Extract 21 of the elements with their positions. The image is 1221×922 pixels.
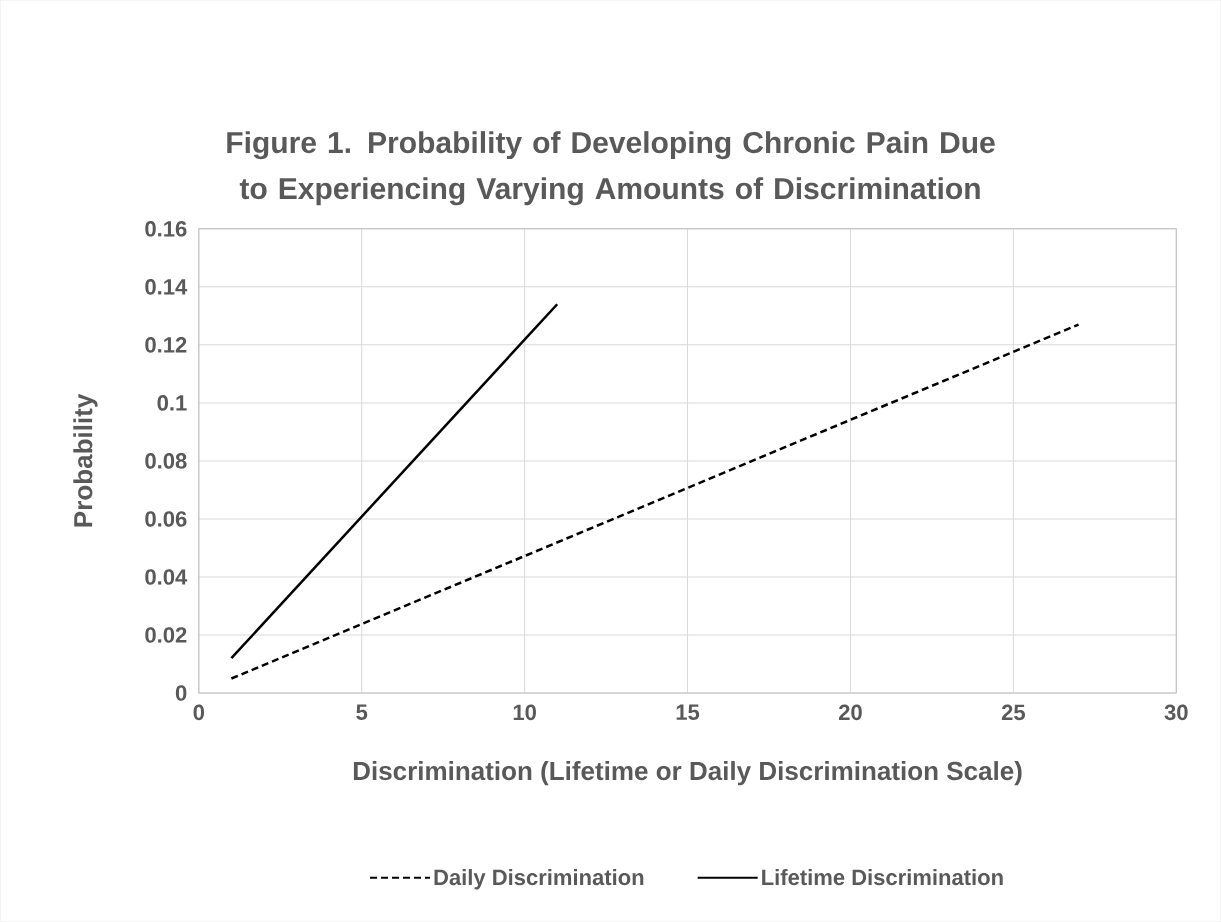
y-tick-label: 0.06 [145, 511, 187, 527]
y-tick-label: 0.08 [145, 453, 187, 469]
y-tick-label: 0.16 [145, 221, 187, 237]
y-tick-label: 0.12 [145, 337, 187, 353]
chart-title: Figure 1. Probability of Developing Chronic Pain Due to Experiencing Varying Amounts of Discrimination [227, 131, 995, 206]
y-tick-label: 0.04 [145, 569, 188, 585]
x-tick-label: 5 [356, 704, 368, 721]
x-tick-label: 25 [1001, 704, 1025, 721]
x-tick-label: 20 [838, 704, 862, 721]
x-tick-label: 10 [513, 704, 536, 721]
y-tick-label: 0.02 [145, 627, 187, 643]
legend-label: Lifetime Discrimination [762, 869, 1003, 886]
y-tick-label: 0.14 [145, 279, 188, 295]
y-tick-label: 0.1 [157, 395, 187, 411]
legend-label: Daily Discrimination [434, 869, 644, 890]
x-axis-title: Discrimination (Lifetime or Daily Discrimination Scale) [353, 761, 1022, 786]
x-tick-label: 30 [1164, 704, 1188, 721]
x-tick-label: 0 [193, 704, 205, 721]
y-tick-label: 0 [175, 685, 187, 701]
y-axis-title: Probability [73, 393, 98, 527]
x-tick-label: 15 [676, 704, 700, 721]
